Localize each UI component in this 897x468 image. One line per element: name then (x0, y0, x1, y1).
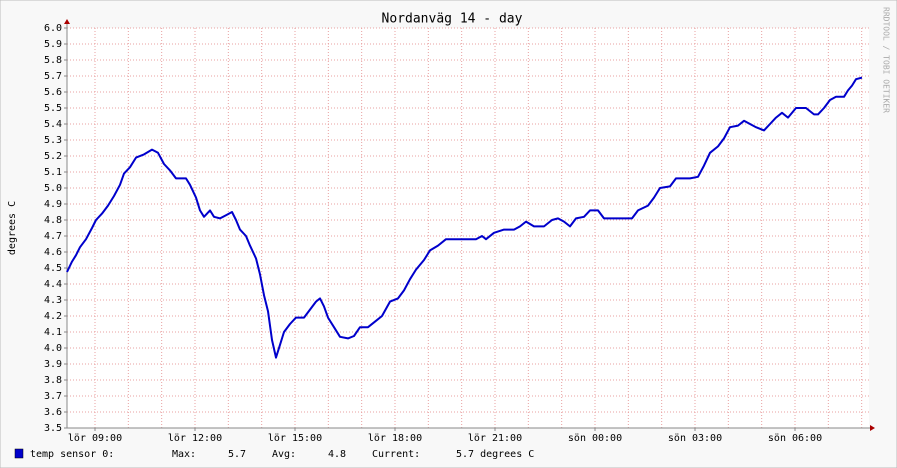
legend-swatch (14, 448, 24, 459)
y-tick-label: 4.9 (44, 199, 62, 210)
y-tick-label: 3.7 (44, 391, 62, 402)
y-tick-label: 5.2 (44, 151, 62, 162)
y-tick-label: 4.2 (44, 311, 62, 322)
y-tick-label: 4.3 (44, 295, 62, 306)
y-tick-label: 3.5 (44, 423, 62, 434)
chart-title: Nordanväg 14 - day (382, 12, 523, 27)
x-tick-label: sön 03:00 (668, 433, 722, 444)
y-tick-label: 5.5 (44, 103, 62, 114)
x-tick-label: lör 15:00 (268, 433, 322, 444)
stat-value: 5.7 (228, 449, 246, 460)
y-tick-label: 3.9 (44, 359, 62, 370)
plot-area (67, 28, 869, 428)
stat-value: 5.7 degrees C (456, 449, 534, 460)
x-axis-arrow (870, 425, 875, 431)
y-tick-label: 4.0 (44, 343, 62, 354)
x-tick-label: lör 09:00 (68, 433, 122, 444)
y-tick-label: 5.8 (44, 55, 62, 66)
x-tick-label: lör 12:00 (168, 433, 222, 444)
y-tick-label: 3.8 (44, 375, 62, 386)
series-line (66, 76, 863, 359)
y-tick-label: 4.8 (44, 215, 62, 226)
y-tick-label: 5.4 (44, 119, 62, 130)
y-tick-label: 4.4 (44, 279, 62, 290)
y-tick-label: 6.0 (44, 23, 62, 34)
stat-value: 4.8 (328, 449, 346, 460)
y-tick-label: 5.7 (44, 71, 62, 82)
watermark: RRDTOOL / TOBI OETIKER (882, 7, 891, 113)
legend-label: temp sensor 0: (30, 449, 114, 460)
y-axis-label: degrees C (7, 201, 18, 255)
y-tick-label: 5.6 (44, 87, 62, 98)
stat-label: Max: (172, 449, 196, 460)
y-tick-label: 4.7 (44, 231, 62, 242)
x-tick-label: sön 00:00 (568, 433, 622, 444)
y-tick-label: 3.6 (44, 407, 62, 418)
stat-label: Current: (372, 449, 420, 460)
y-tick-label: 4.5 (44, 263, 62, 274)
y-tick-label: 5.9 (44, 39, 62, 50)
x-tick-label: lör 18:00 (368, 433, 422, 444)
y-tick-label: 5.1 (44, 167, 62, 178)
y-axis-arrow (64, 19, 70, 24)
x-tick-label: sön 06:00 (768, 433, 822, 444)
x-tick-label: lör 21:00 (468, 433, 522, 444)
stat-label: Avg: (272, 449, 296, 460)
y-tick-label: 4.1 (44, 327, 62, 338)
y-tick-label: 4.6 (44, 247, 62, 258)
y-tick-label: 5.3 (44, 135, 62, 146)
y-tick-label: 5.0 (44, 183, 62, 194)
